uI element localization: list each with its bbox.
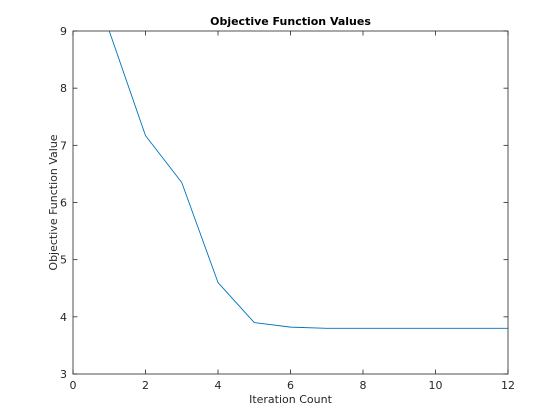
x-tick-label: 12 <box>501 379 515 392</box>
x-tick-label: 6 <box>287 379 294 392</box>
y-tick-label: 5 <box>60 254 67 267</box>
x-tick-label: 4 <box>215 379 222 392</box>
series-layer <box>108 31 508 329</box>
plot-area <box>73 31 508 374</box>
x-tick-label: 0 <box>70 379 77 392</box>
axes-box <box>72 30 509 375</box>
y-tick-label: 8 <box>60 82 67 95</box>
y-tick-label: 9 <box>60 25 67 38</box>
x-tick-label: 2 <box>142 379 149 392</box>
x-axis-ticks: 0 2 4 6 8 10 12 <box>70 31 515 392</box>
x-tick-label: 8 <box>360 379 367 392</box>
series-line <box>108 31 508 329</box>
y-tick-label: 4 <box>60 311 67 324</box>
x-axis-label: Iteration Count <box>249 393 333 406</box>
y-axis-label: Objective Function Value <box>47 134 60 270</box>
chart-title: Objective Function Values <box>210 15 371 28</box>
y-tick-label: 3 <box>60 368 67 381</box>
y-tick-label: 7 <box>60 139 67 152</box>
x-tick-label: 10 <box>429 379 443 392</box>
y-tick-label: 6 <box>60 197 67 210</box>
